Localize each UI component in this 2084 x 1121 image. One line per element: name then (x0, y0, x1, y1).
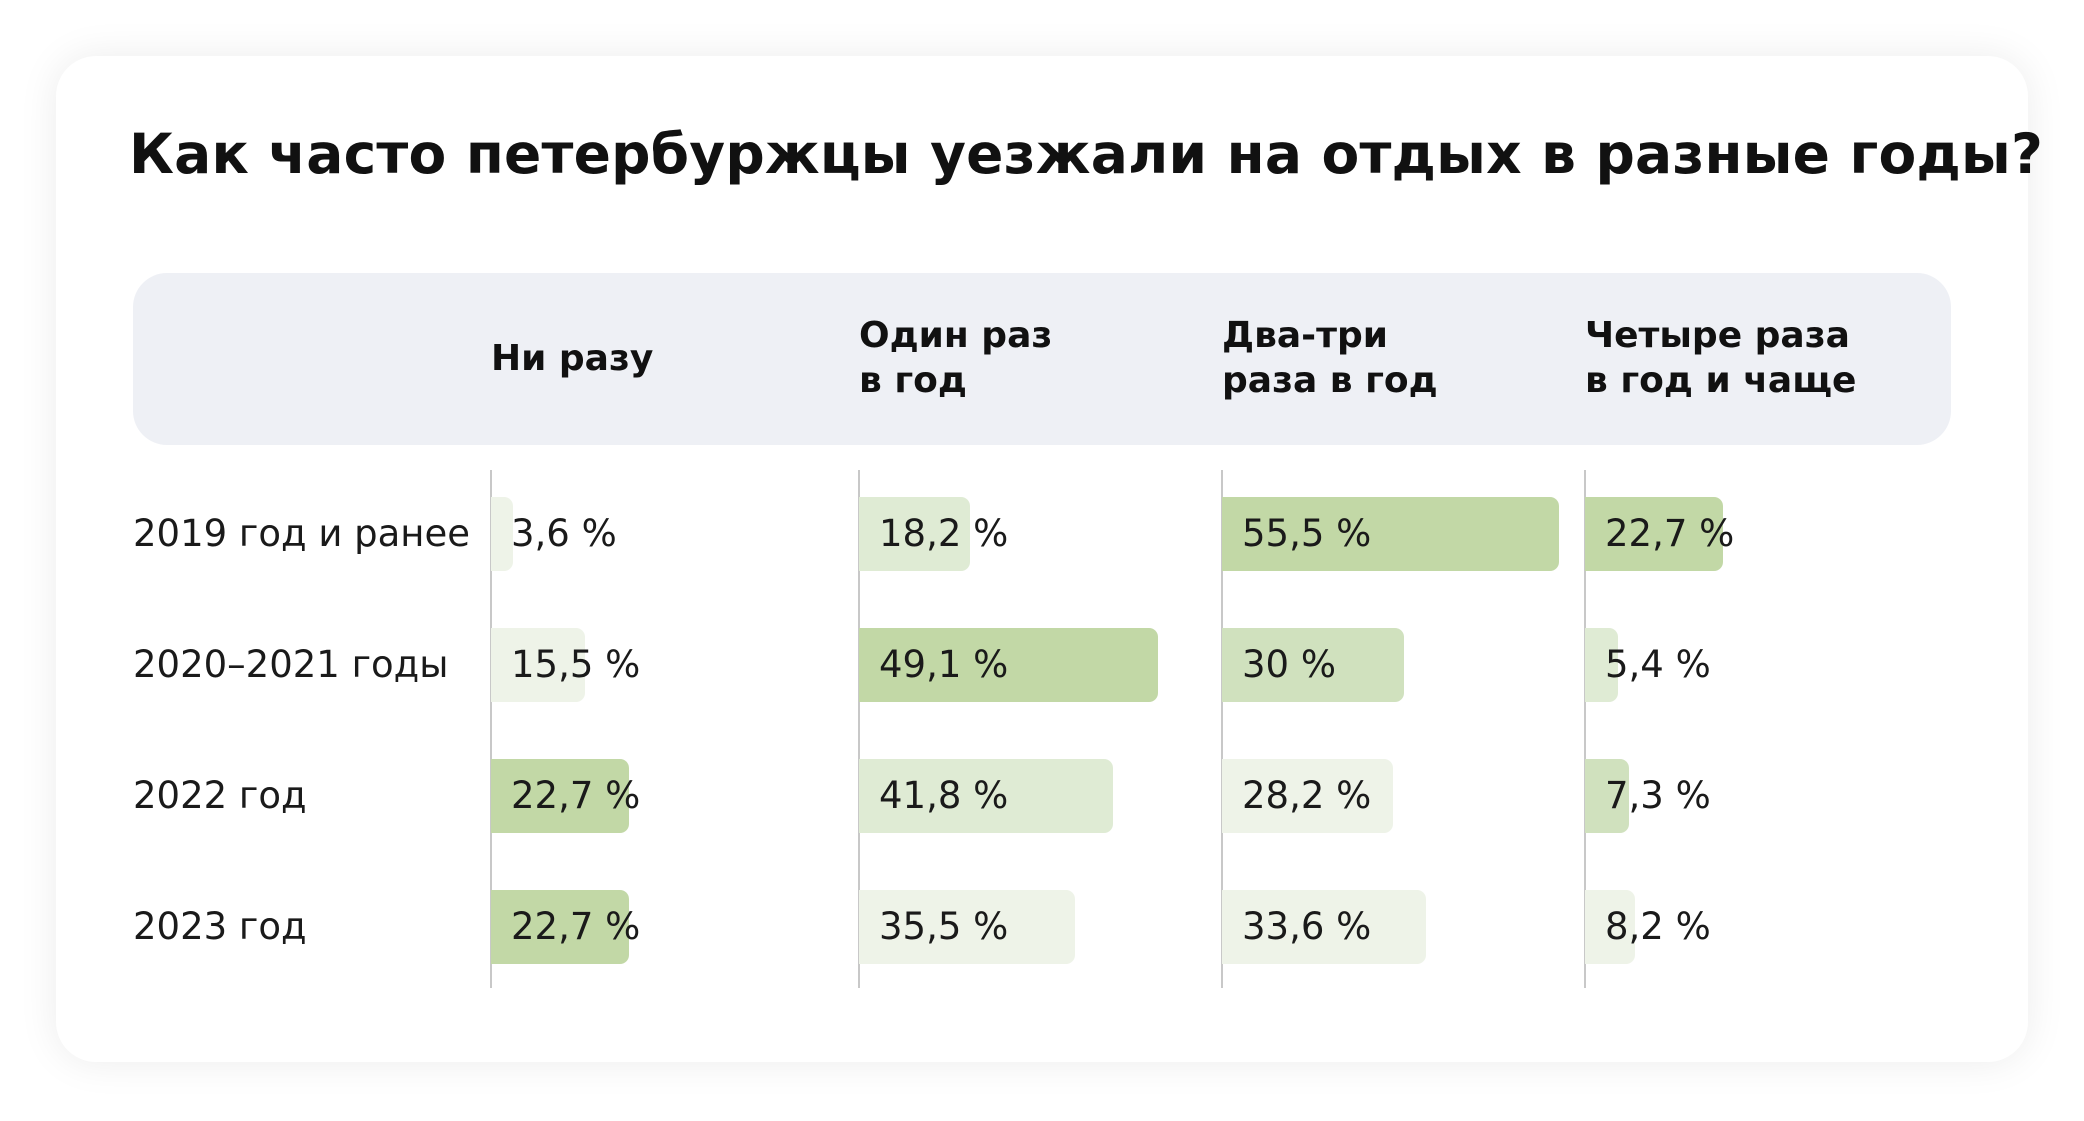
bar-value-label: 3,6 % (511, 512, 617, 555)
bar-value-label: 30 % (1242, 643, 1336, 686)
bar (1222, 497, 1560, 571)
chart-title: Как часто петербуржцы уезжали на отдых в… (129, 122, 2044, 186)
bar (859, 628, 1158, 702)
row-label: 2020–2021 годы (133, 643, 449, 686)
bar (1585, 890, 1635, 964)
bar-value-label: 28,2 % (1242, 774, 1372, 817)
bar (1585, 497, 1724, 571)
column-axis-line (490, 470, 492, 988)
bar (1222, 759, 1394, 833)
column-header-text: Один раз в год (859, 315, 1053, 401)
column-axis-line (858, 470, 860, 988)
column-header-text: Четыре раза в год и чаще (1585, 315, 1857, 401)
column-header-text: Ни разу (491, 337, 654, 379)
bar-value-label: 5,4 % (1605, 643, 1711, 686)
bar-value-label: 22,7 % (1605, 512, 1735, 555)
bar-value-label: 22,7 % (511, 905, 641, 948)
bar-value-label: 8,2 % (1605, 905, 1711, 948)
bar-value-label: 55,5 % (1242, 512, 1372, 555)
row-label: 2023 год (133, 905, 307, 948)
bar (1222, 890, 1427, 964)
bar (1585, 628, 1618, 702)
bar (859, 759, 1114, 833)
column-header-text: Два-три раза в год (1222, 315, 1438, 401)
bar-value-label: 49,1 % (879, 643, 1009, 686)
bar (859, 497, 970, 571)
bar (1585, 759, 1630, 833)
bar (491, 497, 513, 571)
bar-value-label: 22,7 % (511, 774, 641, 817)
column-header: Один раз в год (859, 308, 1052, 408)
bar (1222, 628, 1405, 702)
column-header: Ни разу (491, 308, 653, 408)
column-header: Четыре раза в год и чаще (1585, 308, 1856, 408)
bar-value-label: 35,5 % (879, 905, 1009, 948)
bar (859, 890, 1075, 964)
bar-value-label: 41,8 % (879, 774, 1009, 817)
bar (491, 628, 586, 702)
bar (491, 759, 630, 833)
column-header-band (133, 273, 1951, 445)
bar-value-label: 18,2 % (879, 512, 1009, 555)
bar-value-label: 15,5 % (511, 643, 641, 686)
column-axis-line (1221, 470, 1223, 988)
bar (491, 890, 630, 964)
row-label: 2019 год и ранее (133, 512, 471, 555)
bar-value-label: 33,6 % (1242, 905, 1372, 948)
column-header: Два-три раза в год (1222, 308, 1438, 408)
column-axis-line (1584, 470, 1586, 988)
row-label: 2022 год (133, 774, 307, 817)
bar-value-label: 7,3 % (1605, 774, 1711, 817)
